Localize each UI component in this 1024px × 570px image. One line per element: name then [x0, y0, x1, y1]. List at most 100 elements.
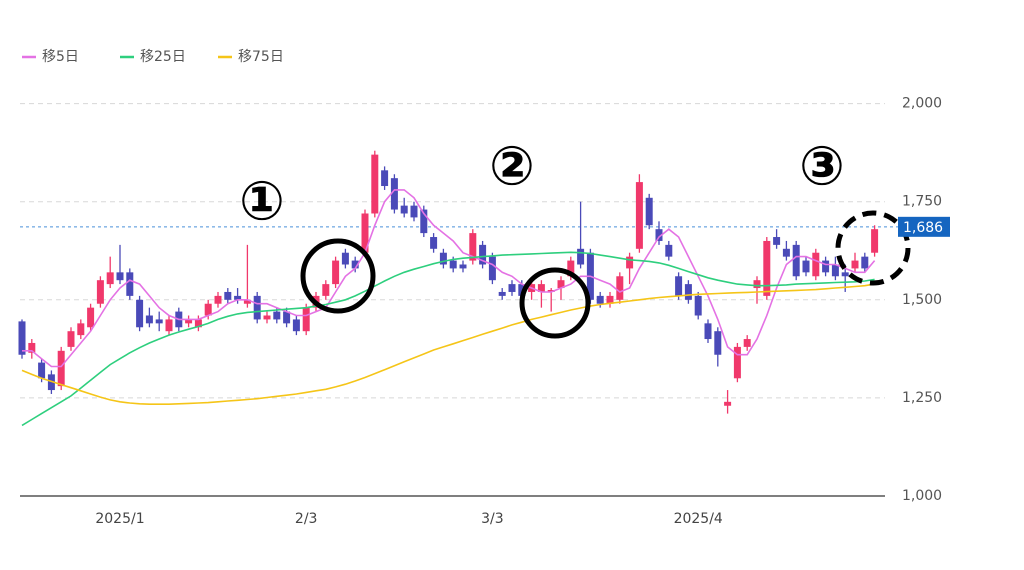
candle-body [381, 170, 389, 187]
candle-body [273, 311, 281, 320]
last-price-label: 1,686 [903, 220, 943, 236]
candle-body [234, 295, 242, 300]
candle-body [792, 244, 800, 277]
candle-body [812, 252, 820, 277]
candle-body [420, 209, 428, 234]
annotation: ① [239, 170, 285, 233]
candle-body [557, 280, 565, 289]
candle-body [77, 323, 85, 336]
candle-body [459, 264, 467, 269]
x-tick-label: 2/3 [295, 511, 318, 527]
candle-body [773, 237, 781, 245]
highlight-circle [300, 238, 376, 314]
candle-body [822, 260, 830, 273]
candle-body [253, 295, 261, 320]
candle-body [714, 331, 722, 355]
candle-body [655, 229, 663, 241]
candle-body [263, 315, 271, 320]
candle-body [596, 295, 604, 304]
x-tick-label: 2025/4 [674, 511, 723, 527]
candle-body [694, 295, 702, 316]
y-tick-label: 2,000 [902, 96, 942, 112]
candle-body [361, 213, 369, 253]
candle-body [547, 290, 555, 292]
moving-average-line [22, 189, 876, 368]
candle-body [479, 244, 487, 265]
candle-body [67, 331, 75, 347]
candle-body [96, 280, 104, 304]
y-tick-label: 1,250 [902, 390, 942, 406]
candle-body [861, 256, 869, 269]
candle-body [57, 350, 65, 387]
candle-body [439, 252, 447, 265]
candle-body [763, 240, 771, 296]
x-tick-label: 2025/1 [95, 511, 144, 527]
candle-body [410, 205, 418, 218]
candle-body [351, 260, 359, 269]
candle-body [606, 295, 614, 304]
candle-body [537, 284, 545, 292]
candle-body [224, 291, 232, 300]
candle-body [724, 401, 732, 406]
candle-body [567, 260, 575, 277]
candle-body [28, 342, 36, 353]
moving-average-line [21, 283, 875, 405]
highlight-circle [519, 267, 591, 339]
candle-body [802, 260, 810, 273]
candle-body [684, 284, 692, 300]
last-price-box [898, 216, 950, 237]
candle-body [18, 321, 26, 355]
candle-body [322, 284, 330, 296]
candle-body [616, 276, 624, 300]
candle-body [145, 315, 153, 324]
candle-body [390, 178, 398, 210]
candle-body [341, 252, 349, 265]
annotation: ③ [799, 135, 845, 198]
candle-body [185, 319, 193, 324]
candle-body [871, 229, 879, 253]
candle-body [782, 248, 790, 257]
candle-body [332, 260, 340, 285]
candle-body [292, 319, 300, 332]
candle-body [851, 260, 859, 269]
candle-body [204, 303, 212, 316]
candle-body [214, 295, 222, 304]
legend-label: 移25日 [140, 49, 186, 65]
candle-body [841, 272, 849, 277]
candle-body [518, 284, 526, 296]
y-tick-label: 1,000 [902, 488, 942, 504]
candle-body [753, 280, 761, 289]
candle-body [165, 319, 173, 332]
candle-body [635, 182, 643, 249]
candle-body [488, 256, 496, 281]
candle-body [126, 272, 134, 296]
candle-body [430, 237, 438, 249]
candle-body [831, 264, 839, 277]
candle-body [283, 311, 291, 324]
candle-body [38, 362, 46, 379]
candle-body [626, 256, 634, 269]
candle-body [469, 233, 477, 261]
candle-body [675, 276, 683, 296]
moving-average-line [21, 251, 875, 427]
candle-body [449, 260, 457, 269]
candle-body [155, 319, 163, 324]
legend-label: 移5日 [42, 49, 79, 65]
candle-body [116, 272, 124, 281]
candle-body [371, 154, 379, 214]
candle-body [704, 323, 712, 340]
candle-body [400, 205, 408, 214]
candle-body [302, 307, 310, 332]
candle-body [733, 346, 741, 379]
candle-body [243, 299, 251, 304]
candle-body [577, 248, 585, 265]
candle-body [106, 272, 114, 285]
x-tick-label: 3/3 [481, 511, 504, 527]
candle-body [645, 197, 653, 226]
candle-body [743, 339, 751, 347]
annotation: ② [489, 135, 535, 198]
candle-body [136, 299, 144, 328]
highlight-circle [835, 210, 911, 286]
